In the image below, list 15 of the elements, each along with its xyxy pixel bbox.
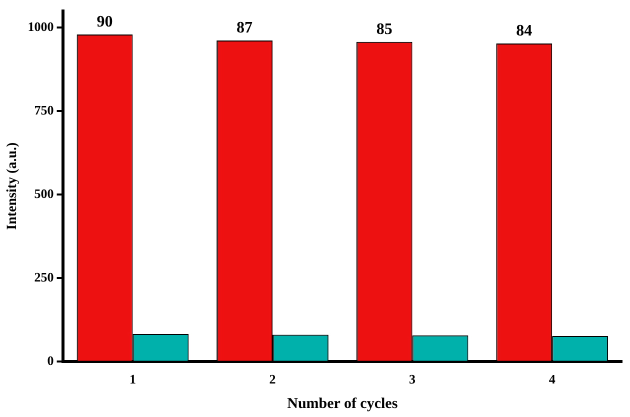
y-axis-title: Intensity (a.u.)	[5, 142, 20, 230]
x-tick-label: 4	[548, 372, 556, 387]
x-tick-label: 1	[129, 372, 136, 387]
annotation: 90	[96, 14, 113, 31]
x-axis-title: Number of cycles	[287, 396, 398, 412]
x-tick-label: 3	[409, 372, 416, 387]
annotation: 84	[516, 22, 532, 40]
y-tick-label: 500	[34, 186, 54, 201]
y-tick-label: 1000	[28, 18, 54, 34]
annotation: 87	[236, 20, 253, 37]
annotation: 85	[376, 20, 392, 38]
x-tick-label: 2	[269, 372, 276, 387]
y-tick-label: 250	[34, 269, 54, 284]
y-tick-label: 750	[34, 102, 54, 118]
y-tick-label: 0	[47, 352, 54, 368]
